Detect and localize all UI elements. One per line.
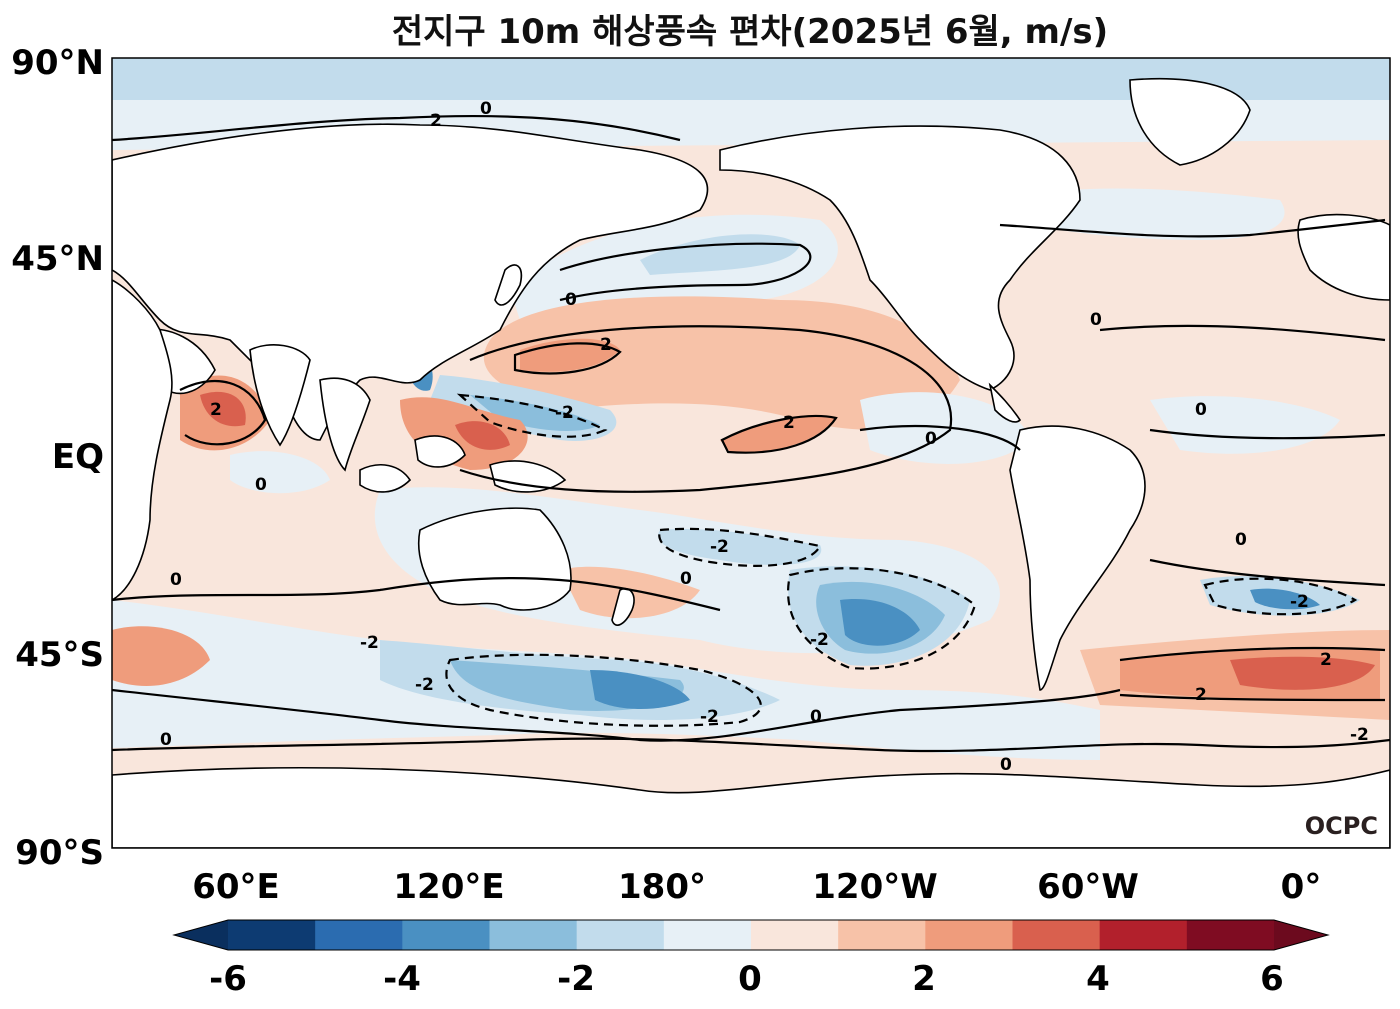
colorbar-tick-label: 0: [738, 959, 762, 999]
map-title: 전지구 10m 해상풍속 편차(2025년 6월, m/s): [391, 12, 1109, 52]
colorbar-swatch: [228, 920, 316, 950]
contour-label: -2: [710, 537, 729, 557]
contour-label: 0: [255, 475, 267, 495]
contour-label: 0: [565, 290, 577, 310]
lat-tick-label: 45°N: [11, 239, 104, 279]
colorbar-swatch: [489, 920, 578, 950]
lat-tick-label: 45°S: [15, 635, 104, 675]
lon-tick-label: 0°: [1281, 867, 1322, 907]
lat-tick-label: 90°S: [15, 833, 104, 873]
colorbar-swatch: [402, 920, 491, 950]
contour-label: -2: [1290, 592, 1309, 612]
colorbar-swatch: [1099, 920, 1188, 950]
colorbar: [172, 919, 1330, 951]
colorbar-swatch: [1186, 920, 1275, 950]
contour-label: 0: [810, 707, 822, 727]
contour-label: 0: [160, 730, 172, 750]
contour-label: 0: [480, 99, 492, 119]
contour-lines: [112, 114, 1390, 753]
negative-contour-lines: [445, 393, 1358, 727]
colorbar-tick-label: -6: [209, 959, 247, 999]
contour-label: 0: [1000, 755, 1012, 775]
colorbar-outline: [172, 919, 1330, 951]
latitude-axis: 90°N 45°N EQ 45°S 90°S: [11, 43, 104, 873]
map-frame: [111, 57, 1391, 849]
colorbar-tick-label: -4: [383, 959, 421, 999]
contour-label: -2: [555, 403, 574, 423]
contour-label: -2: [810, 630, 829, 650]
colorbar-swatch: [576, 920, 665, 950]
contour-label: 0: [1235, 530, 1247, 550]
colorbar-swatch: [838, 920, 926, 950]
contour-label: 2: [210, 400, 222, 420]
lon-tick-label: 120°E: [393, 867, 504, 907]
lon-tick-label: 60°W: [1037, 867, 1139, 907]
colorbar-swatch: [663, 920, 752, 950]
contour-label: 2: [430, 111, 442, 131]
lon-tick-label: 180°: [618, 867, 706, 907]
colorbar-tick-label: -2: [557, 959, 595, 999]
contour-label: 2: [600, 335, 612, 355]
lon-tick-label: 120°W: [812, 867, 937, 907]
contour-label: 2: [783, 413, 795, 433]
lat-tick-label: 90°N: [11, 43, 104, 83]
colorbar-tick-label: 2: [912, 959, 936, 999]
contour-label-group: 0 2 0 2 2 0 -2 0 -2 -2 -2 0 2 2 -2 0 0 0…: [160, 99, 1369, 775]
contour-label: 0: [925, 429, 937, 449]
colorbar-tick-label: 4: [1086, 959, 1110, 999]
colorbar-swatch: [1012, 920, 1101, 950]
contour-label: 0: [170, 570, 182, 590]
colorbar-swatch: [751, 920, 839, 950]
lat-tick-label: EQ: [52, 437, 104, 477]
contour-label: -2: [360, 633, 379, 653]
contour-label: 2: [1195, 685, 1207, 705]
colorbar-swatch: [925, 920, 1014, 950]
land-masses: [112, 77, 1390, 848]
colorbar-extend-low: [174, 920, 228, 950]
contour-label: -2: [415, 675, 434, 695]
lon-tick-label: 60°E: [192, 867, 280, 907]
colorbar-tick-labels: -6 -4 -2 0 2 4 6: [209, 959, 1284, 999]
contour-label: -2: [1350, 725, 1369, 745]
contour-label: 0: [1090, 310, 1102, 330]
colorbar-swatch: [315, 920, 403, 950]
longitude-axis: 60°E 120°E 180° 120°W 60°W 0°: [192, 867, 1321, 907]
contour-label: 2: [1320, 650, 1332, 670]
contour-label: 0: [680, 569, 692, 589]
contour-label: -2: [700, 707, 719, 727]
contour-label: 0: [1195, 400, 1207, 420]
colorbar-tick-label: 6: [1260, 959, 1284, 999]
credit-logo: OCPC: [1305, 812, 1378, 840]
colorbar-extend-high: [1274, 920, 1328, 950]
